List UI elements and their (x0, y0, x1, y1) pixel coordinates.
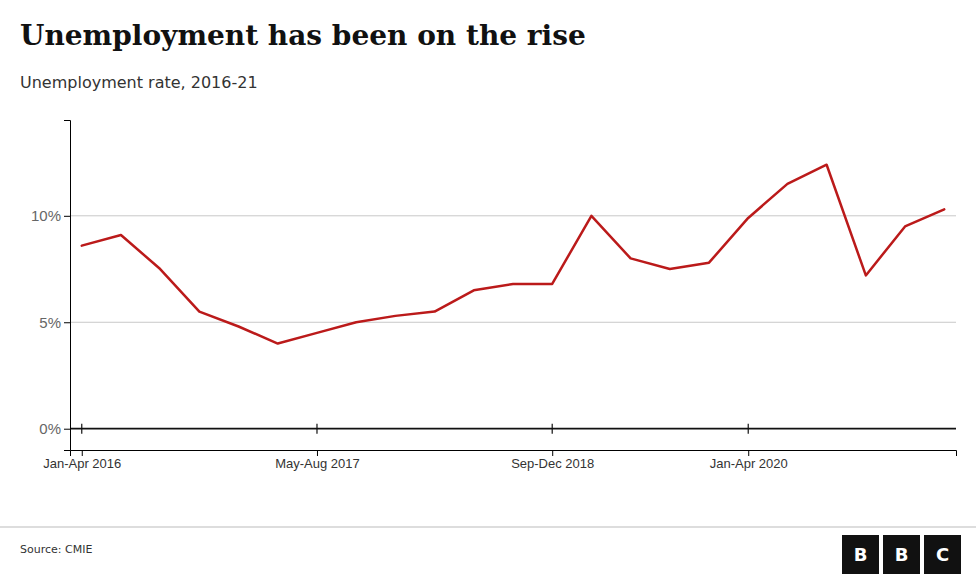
logo-cell: B (883, 535, 920, 574)
x-axis-line (71, 451, 957, 457)
x-tick-label: May-Aug 2017 (275, 456, 360, 471)
plot: 0% 5% 10% Jan-Apr 2016 May-Aug 2017 Sep-Dec 2… (31, 121, 957, 472)
chart: Unemployment has been on the rise Unemplo… (0, 0, 976, 580)
x-tick-mark (552, 450, 553, 456)
logo-letter: B (895, 544, 909, 565)
y-tick-label: 10% (31, 207, 61, 224)
y-tick-mark (64, 429, 70, 430)
y-axis: 0% 5% 10% (31, 121, 71, 451)
y-tick: 10% (31, 207, 70, 224)
logo-letter: B (854, 544, 868, 565)
x-tick: Jan-Apr 2020 (710, 450, 788, 471)
x-tick-label: Jan-Apr 2016 (43, 456, 121, 471)
x-tick-label: Jan-Apr 2020 (710, 456, 788, 471)
y-tick-label: 0% (39, 420, 61, 437)
x-tick-mark (82, 450, 83, 456)
marks (82, 165, 944, 434)
logo-letter: C (936, 544, 949, 565)
y-tick-mark (64, 322, 70, 323)
zero-tick (316, 424, 317, 434)
subtitle: Unemployment rate, 2016-21 (20, 73, 258, 92)
logo-box (883, 535, 920, 574)
x-tick-mark (317, 450, 318, 456)
logo-cell: C (924, 535, 961, 574)
x-tick-label: Sep-Dec 2018 (511, 456, 594, 471)
logo-cell: B (842, 535, 879, 574)
grid-line (70, 322, 956, 323)
zero-line (70, 428, 956, 430)
line (82, 165, 944, 344)
zero-tick (748, 424, 749, 434)
source: Source: CMIE (20, 543, 92, 556)
x-tick: Jan-Apr 2016 (43, 450, 121, 471)
y-tick: 5% (39, 314, 70, 331)
logo: BBC (842, 535, 961, 574)
x-tick: Sep-Dec 2018 (511, 450, 594, 471)
grid-line (70, 215, 956, 216)
footer-rule (0, 527, 976, 528)
logo-box (924, 535, 961, 574)
y-tick: 0% (39, 420, 70, 437)
y-tick-label: 5% (39, 314, 61, 331)
x-tick: May-Aug 2017 (275, 450, 360, 471)
y-axis-line (64, 121, 71, 451)
zero-ticks (82, 424, 748, 434)
logo-box (842, 535, 879, 574)
x-axis: Jan-Apr 2016 May-Aug 2017 Sep-Dec 2018 Jan-… (43, 450, 956, 471)
zero-tick (81, 424, 82, 434)
grid (70, 216, 956, 429)
y-tick-mark (64, 216, 70, 217)
zero-tick (552, 424, 553, 434)
title: Unemployment has been on the rise (20, 19, 586, 52)
x-tick-mark (748, 450, 749, 456)
